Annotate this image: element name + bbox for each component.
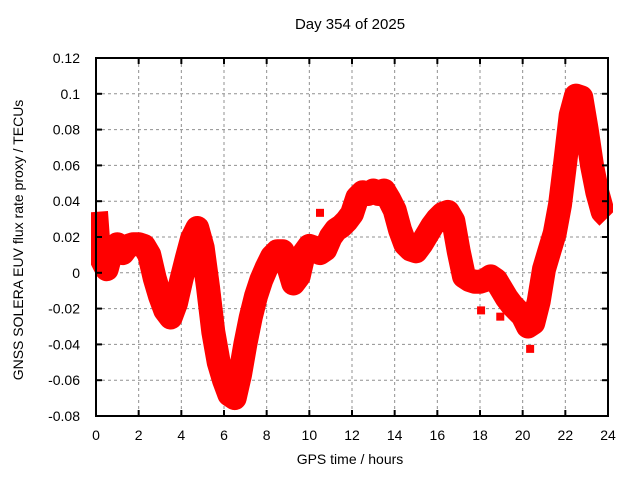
outlier-point (316, 208, 324, 217)
outlier-point (496, 312, 505, 321)
x-tick-label: 16 (430, 427, 446, 443)
x-tick-label: 20 (515, 427, 531, 443)
x-tick-label: 10 (302, 427, 318, 443)
x-tick-label: 2 (135, 427, 143, 443)
y-tick-label: 0.1 (61, 86, 81, 102)
y-tick-label: -0.04 (48, 336, 80, 352)
x-tick-label: 24 (600, 427, 616, 443)
x-tick-label: 0 (92, 427, 100, 443)
y-tick-label: -0.08 (48, 408, 80, 424)
chart-title: Day 354 of 2025 (294, 16, 406, 33)
y-tick-label: -0.06 (48, 372, 80, 388)
outlier-point (477, 306, 486, 315)
x-tick-label: 12 (344, 427, 360, 443)
data-series-group (91, 83, 613, 411)
y-tick-label: 0.02 (53, 229, 80, 245)
x-tick-label: 14 (387, 427, 403, 443)
x-axis-label: GPS time / hours (296, 451, 404, 467)
x-tick-label: 4 (177, 427, 185, 443)
x-tick-label: 8 (263, 427, 271, 443)
y-tick-label: 0.06 (53, 157, 80, 173)
y-tick-label: 0.08 (53, 122, 80, 138)
y-tick-label: -0.02 (48, 301, 80, 317)
x-tick-label: 6 (220, 427, 228, 443)
x-tick-label: 22 (558, 427, 574, 443)
y-tick-label: 0.04 (53, 193, 80, 209)
plot-border (95, 57, 609, 417)
y-tick-label: 0.12 (53, 50, 80, 66)
data-series-band (91, 83, 613, 411)
x-tick-label: 18 (472, 427, 488, 443)
outlier-point (526, 344, 535, 353)
y-tick-label: 0 (72, 265, 80, 281)
